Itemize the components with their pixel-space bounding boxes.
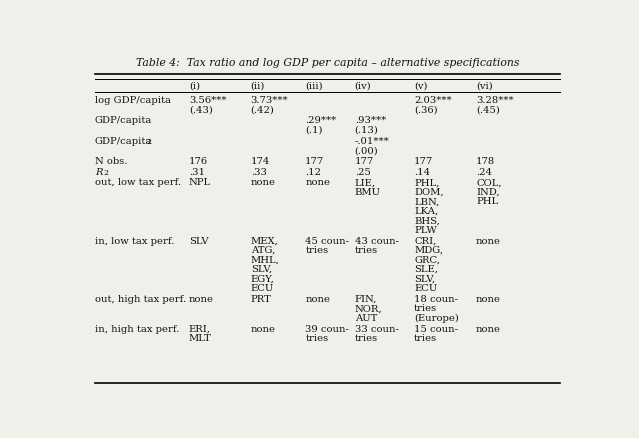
Text: PLW: PLW — [414, 225, 437, 234]
Text: 2: 2 — [147, 138, 151, 145]
Text: EGY,: EGY, — [250, 274, 275, 283]
Text: (.00): (.00) — [355, 146, 378, 155]
Text: LIE,: LIE, — [355, 178, 376, 187]
Text: 39 coun-: 39 coun- — [305, 324, 349, 333]
Text: .12: .12 — [305, 167, 321, 176]
Text: 178: 178 — [476, 156, 495, 166]
Text: .93***: .93*** — [355, 116, 386, 125]
Text: SLV,: SLV, — [414, 274, 435, 283]
Text: .24: .24 — [476, 167, 492, 176]
Text: none: none — [305, 294, 330, 303]
Text: 45 coun-: 45 coun- — [305, 236, 349, 245]
Text: .31: .31 — [189, 167, 205, 176]
Text: 2: 2 — [104, 168, 109, 176]
Text: 18 coun-: 18 coun- — [414, 294, 458, 303]
Text: Table 4:  Tax ratio and log GDP per capita – alternative specifications: Table 4: Tax ratio and log GDP per capit… — [135, 58, 520, 67]
Text: R: R — [95, 167, 102, 176]
Text: 3.73***: 3.73*** — [250, 96, 288, 105]
Text: (.42): (.42) — [250, 105, 275, 114]
Text: (Europe): (Europe) — [414, 313, 459, 322]
Text: tries: tries — [355, 246, 378, 254]
Text: tries: tries — [305, 333, 328, 342]
Text: .33: .33 — [250, 167, 266, 176]
Text: none: none — [250, 324, 275, 333]
Text: tries: tries — [305, 246, 328, 254]
Text: 176: 176 — [189, 156, 208, 166]
Text: GRC,: GRC, — [414, 255, 440, 264]
Text: 43 coun-: 43 coun- — [355, 236, 399, 245]
Text: AUT: AUT — [355, 313, 377, 322]
Text: none: none — [476, 294, 501, 303]
Text: PHL,: PHL, — [414, 178, 440, 187]
Text: ECU: ECU — [250, 283, 274, 292]
Text: (.36): (.36) — [414, 105, 438, 114]
Text: PRT: PRT — [250, 294, 272, 303]
Text: COL,: COL, — [476, 178, 502, 187]
Text: 174: 174 — [250, 156, 270, 166]
Text: (iii): (iii) — [305, 82, 323, 91]
Text: 3.28***: 3.28*** — [476, 96, 514, 105]
Text: GDP/capita: GDP/capita — [95, 116, 152, 125]
Text: N obs.: N obs. — [95, 156, 127, 166]
Text: NPL: NPL — [189, 178, 211, 187]
Text: (iv): (iv) — [355, 82, 371, 91]
Text: LKA,: LKA, — [414, 206, 438, 215]
Text: ERI,: ERI, — [189, 324, 211, 333]
Text: MHL,: MHL, — [250, 255, 280, 264]
Text: .14: .14 — [414, 167, 430, 176]
Text: log GDP/capita: log GDP/capita — [95, 96, 171, 105]
Text: MLT: MLT — [189, 333, 212, 342]
Text: PHL: PHL — [476, 197, 498, 206]
Text: BMU: BMU — [355, 187, 381, 197]
Text: out, high tax perf.: out, high tax perf. — [95, 294, 186, 303]
Text: 177: 177 — [355, 156, 374, 166]
Text: SLE,: SLE, — [414, 265, 438, 273]
Text: 33 coun-: 33 coun- — [355, 324, 399, 333]
Text: MEX,: MEX, — [250, 236, 279, 245]
Text: IND,: IND, — [476, 187, 500, 197]
Text: tries: tries — [414, 333, 437, 342]
Text: BHS,: BHS, — [414, 216, 440, 225]
Text: .25: .25 — [355, 167, 371, 176]
Text: none: none — [476, 236, 501, 245]
Text: none: none — [476, 324, 501, 333]
Text: (vi): (vi) — [476, 82, 493, 91]
Text: GDP/capita: GDP/capita — [95, 136, 152, 145]
Text: NOR,: NOR, — [355, 304, 382, 313]
Text: (.1): (.1) — [305, 125, 323, 134]
Text: MDG,: MDG, — [414, 246, 443, 254]
Text: (.13): (.13) — [355, 125, 378, 134]
Text: .29***: .29*** — [305, 116, 337, 125]
Text: 177: 177 — [305, 156, 325, 166]
Text: -.01***: -.01*** — [355, 136, 390, 145]
Text: tries: tries — [414, 304, 437, 313]
Text: in, low tax perf.: in, low tax perf. — [95, 236, 174, 245]
Text: SLV,: SLV, — [250, 265, 272, 273]
Text: LBN,: LBN, — [414, 197, 440, 206]
Text: (i): (i) — [189, 82, 200, 91]
Text: ATG,: ATG, — [250, 246, 275, 254]
Text: none: none — [305, 178, 330, 187]
Text: 3.56***: 3.56*** — [189, 96, 226, 105]
Text: DOM,: DOM, — [414, 187, 443, 197]
Text: none: none — [189, 294, 214, 303]
Text: SLV: SLV — [189, 236, 208, 245]
Text: CRI,: CRI, — [414, 236, 436, 245]
Text: (ii): (ii) — [250, 82, 265, 91]
Text: out, low tax perf.: out, low tax perf. — [95, 178, 181, 187]
Text: (.43): (.43) — [189, 105, 213, 114]
Text: (.45): (.45) — [476, 105, 500, 114]
Text: ECU: ECU — [414, 283, 438, 292]
Text: FIN,: FIN, — [355, 294, 377, 303]
Text: (v): (v) — [414, 82, 427, 91]
Text: tries: tries — [355, 333, 378, 342]
Text: 15 coun-: 15 coun- — [414, 324, 458, 333]
Text: 2.03***: 2.03*** — [414, 96, 452, 105]
Text: none: none — [250, 178, 275, 187]
Text: in, high tax perf.: in, high tax perf. — [95, 324, 179, 333]
Text: 177: 177 — [414, 156, 433, 166]
